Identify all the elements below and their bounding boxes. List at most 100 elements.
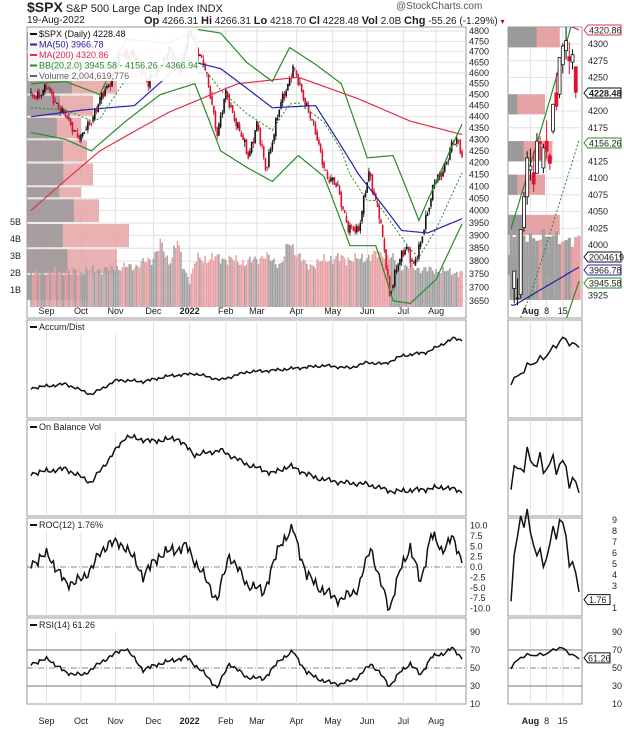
volume-bar bbox=[383, 258, 386, 307]
volume-bar bbox=[418, 267, 420, 307]
zoom-rsi-tick-label: 70 bbox=[612, 645, 622, 655]
candle-body bbox=[85, 129, 87, 131]
volume-bar bbox=[321, 261, 324, 307]
volume-tick-label: 1B bbox=[10, 285, 21, 295]
volume-bar bbox=[106, 267, 108, 307]
volume-bar bbox=[209, 259, 211, 307]
volume-bar bbox=[373, 250, 375, 307]
volume-bar bbox=[412, 268, 415, 307]
volume-bar bbox=[145, 261, 148, 307]
candle-body bbox=[352, 226, 355, 231]
candle-body bbox=[61, 107, 63, 113]
candle-body bbox=[233, 113, 236, 121]
zoom-volume-bar bbox=[567, 237, 571, 300]
price-tick-label: 4350 bbox=[469, 123, 489, 133]
candle-body bbox=[81, 132, 84, 137]
roc-tick-label: 5.0 bbox=[470, 541, 483, 551]
roc-tick-label: -7.5 bbox=[470, 593, 486, 603]
zoom-panel-accum_dist bbox=[507, 319, 583, 419]
volume-bar bbox=[404, 264, 406, 307]
zoom-x-label-bottom: Aug bbox=[522, 716, 540, 726]
month-label-bottom: 2022 bbox=[180, 716, 200, 726]
zoom-volume-bar bbox=[528, 233, 533, 300]
accum_dist-plot bbox=[30, 336, 580, 396]
price-tick-label: 4250 bbox=[469, 146, 489, 156]
zoom-candle-body bbox=[544, 140, 549, 152]
rsi-label: RSI(14) 61.26 bbox=[39, 620, 95, 630]
rsi-label-bg bbox=[28, 619, 118, 631]
zoom-rsi-line bbox=[510, 646, 580, 670]
volume-bar bbox=[454, 273, 456, 307]
candle-body bbox=[443, 164, 446, 172]
zoom-bb-lower-line bbox=[565, 281, 580, 318]
volume-bar bbox=[130, 264, 132, 307]
down-arrow-icon: ▾ bbox=[500, 17, 505, 26]
open-label: Op bbox=[144, 15, 160, 27]
volume-bar bbox=[192, 268, 194, 307]
rsi-line bbox=[30, 646, 463, 689]
zoom-candle-body bbox=[573, 66, 578, 93]
volume-bar bbox=[359, 258, 361, 307]
volume-bar bbox=[199, 257, 201, 307]
candle-body bbox=[337, 184, 339, 186]
zoom-rsi-tick-label: 10 bbox=[612, 699, 622, 709]
candle-body bbox=[392, 285, 394, 289]
volume-bar bbox=[276, 268, 279, 307]
volume-bar bbox=[252, 258, 255, 307]
price-tick-label: 3900 bbox=[469, 231, 489, 241]
candle-body bbox=[43, 84, 46, 93]
volume-bar bbox=[54, 266, 56, 307]
candle-body bbox=[387, 269, 389, 276]
month-label-bottom: Nov bbox=[107, 716, 124, 726]
candle-body bbox=[338, 186, 341, 195]
volume-bar bbox=[100, 274, 103, 307]
volume-bar bbox=[306, 263, 308, 307]
candle-body bbox=[302, 90, 305, 101]
volume-bar bbox=[37, 270, 39, 307]
volume-bar bbox=[431, 270, 434, 307]
quote-date: 19-Aug-2022 bbox=[27, 15, 85, 26]
volume-bar bbox=[245, 264, 248, 307]
volume-bar bbox=[169, 263, 172, 307]
candle-body bbox=[323, 162, 325, 169]
volume-bar bbox=[38, 274, 41, 307]
volume-bar bbox=[161, 242, 163, 307]
candle-body bbox=[409, 248, 412, 264]
legend-ma200: MA(200) 4320.86 bbox=[39, 50, 109, 60]
zoom-accum_dist-line bbox=[510, 336, 580, 386]
volume-bar bbox=[64, 272, 67, 307]
candle-body bbox=[404, 249, 406, 255]
volume-bar bbox=[304, 259, 306, 307]
candle-body bbox=[314, 123, 317, 135]
obv-plot bbox=[30, 433, 580, 495]
candle-body bbox=[278, 109, 281, 118]
candle-body bbox=[419, 242, 422, 247]
zoom-candle-body bbox=[557, 57, 562, 95]
volume-bar bbox=[237, 262, 239, 307]
volume-bar bbox=[295, 256, 298, 307]
zoom-candle-body bbox=[515, 297, 520, 300]
zoom-roc-tick-label: 9 bbox=[612, 515, 617, 525]
volume-bar bbox=[135, 264, 137, 307]
price-tag-label: 3966.78 bbox=[589, 266, 622, 276]
symbol: $SPX bbox=[27, 0, 63, 15]
candle-body bbox=[312, 121, 315, 123]
volume-bar bbox=[259, 257, 261, 307]
volume-bar bbox=[438, 273, 441, 307]
volume-bar bbox=[181, 268, 184, 307]
candle-body bbox=[66, 116, 69, 119]
candle-body bbox=[412, 261, 415, 264]
volume-bar bbox=[399, 263, 401, 307]
candle-body bbox=[292, 65, 294, 79]
roc-tick-label: -2.5 bbox=[470, 572, 486, 582]
volume-by-price-up-bar bbox=[27, 187, 60, 198]
candle-body bbox=[59, 108, 62, 113]
volume-bar bbox=[166, 255, 168, 307]
volume-bar bbox=[188, 283, 191, 307]
candle-body bbox=[390, 291, 393, 295]
chart-title: $SPX S&P 500 Large Cap Index INDX bbox=[27, 0, 223, 16]
candle-body bbox=[342, 206, 344, 210]
price-tick-label: 4650 bbox=[469, 57, 489, 67]
candle-body bbox=[445, 162, 448, 165]
